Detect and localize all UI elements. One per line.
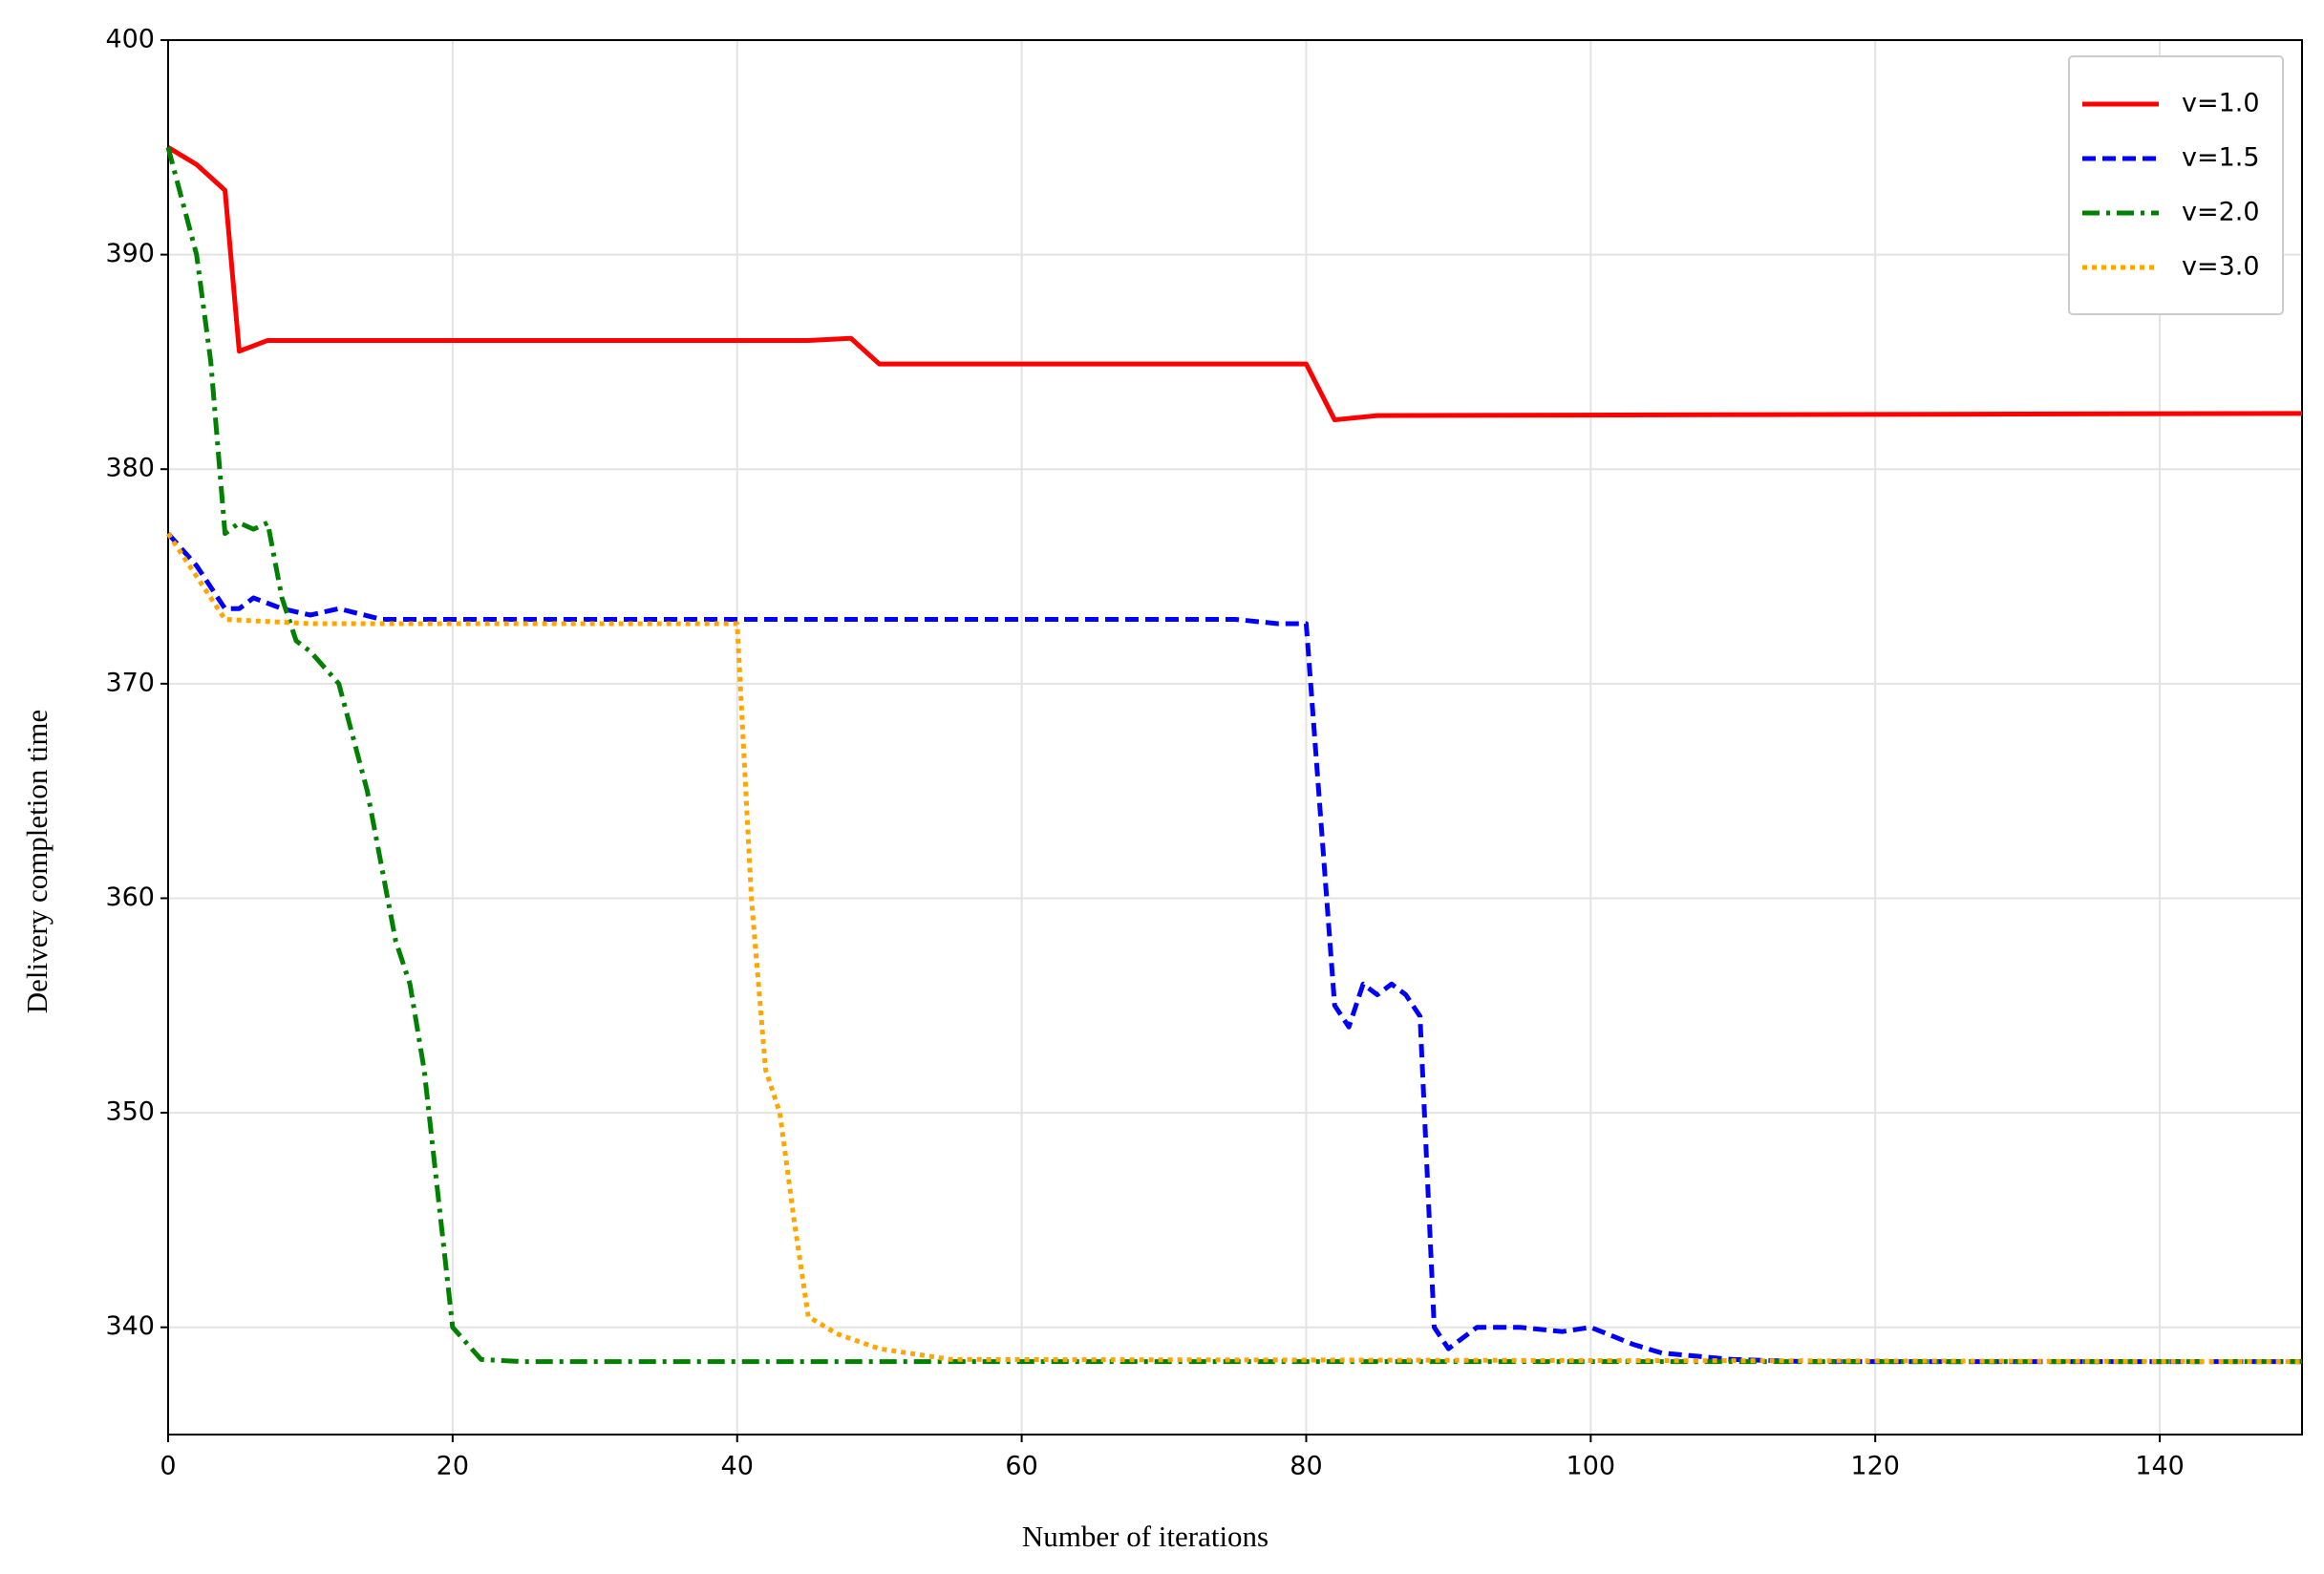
y-tick-label: 340 [105, 1311, 155, 1341]
legend-box [2068, 55, 2284, 315]
series-line [165, 532, 2303, 1365]
legend-label: v=1.0 [2182, 89, 2260, 118]
series-line [166, 145, 2303, 423]
x-tick-label: 0 [160, 1452, 176, 1481]
x-tick-label: 140 [2135, 1452, 2185, 1481]
x-tick-label: 40 [721, 1452, 754, 1481]
y-tick-label: 350 [105, 1097, 155, 1127]
series-line [166, 531, 2302, 1365]
legend-label: v=2.0 [2182, 198, 2260, 227]
series-line [165, 146, 2302, 1365]
x-tick-label: 100 [1567, 1452, 1616, 1481]
plot-frame [167, 39, 2303, 1436]
y-tick-label: 380 [105, 454, 155, 483]
x-tick-label: 80 [1290, 1452, 1322, 1481]
y-tick-label: 400 [105, 25, 155, 54]
x-tick-label: 60 [1005, 1452, 1037, 1481]
y-tick-label: 390 [105, 239, 155, 268]
legend-label: v=3.0 [2182, 252, 2260, 282]
x-axis-label: Number of iterations [1022, 1520, 1269, 1553]
x-tick-label: 20 [437, 1452, 469, 1481]
y-axis-label: Delivery completion time [20, 710, 53, 1014]
legend: v=1.0 v=1.5 v=2.0 v=3.0 [2068, 55, 2284, 315]
x-tick-label: 120 [1850, 1452, 1900, 1481]
y-tick-label: 360 [105, 883, 155, 912]
legend-label: v=1.5 [2182, 143, 2260, 173]
y-tick-label: 370 [105, 668, 155, 697]
